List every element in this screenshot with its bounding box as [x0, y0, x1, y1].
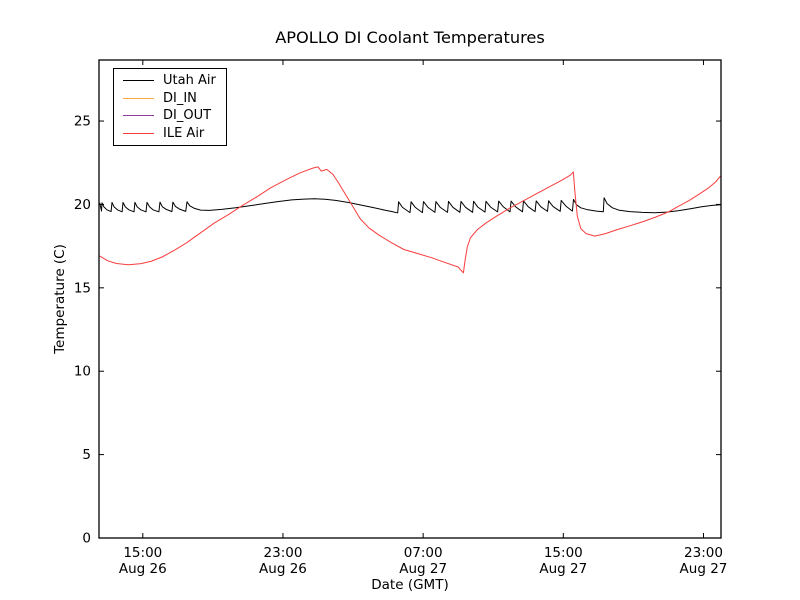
plot-series	[99, 166, 721, 274]
x-tick-label-date: Aug 27	[399, 561, 447, 577]
legend-label-di-out: DI_OUT	[163, 108, 212, 124]
series-line-utah-air	[99, 197, 721, 214]
legend-swatch-ile-air	[123, 132, 154, 134]
x-tick-label-date: Aug 27	[539, 561, 587, 577]
y-tick-label: 0	[82, 531, 91, 547]
x-tick-label-time: 23:00	[684, 545, 723, 561]
x-tick-label-date: Aug 26	[119, 561, 167, 577]
y-tick-label: 10	[74, 364, 91, 380]
legend-label-ile-air: ILE Air	[163, 125, 205, 141]
legend-item-ile-air: ILE Air	[123, 125, 216, 143]
x-tick-label-time: 23:00	[264, 545, 303, 561]
y-tick-label: 20	[74, 197, 91, 213]
x-axis-label: Date (GMT)	[371, 577, 448, 593]
x-tick-label-time: 15:00	[123, 545, 162, 561]
y-axis-label: Temperature (C)	[52, 244, 68, 355]
chart-title: APOLLO DI Coolant Temperatures	[275, 28, 545, 47]
legend-item-di-in: DI_IN	[123, 90, 216, 108]
legend-item-di-out: DI_OUT	[123, 107, 216, 125]
legend-label-di-in: DI_IN	[163, 90, 197, 106]
x-tick-label-time: 07:00	[404, 545, 443, 561]
y-tick-label: 15	[74, 280, 91, 296]
y-tick-label: 5	[82, 447, 91, 463]
series-line-ile-air	[99, 166, 721, 274]
legend-label-utah-air: Utah Air	[163, 73, 216, 89]
legend-item-utah-air: Utah Air	[123, 72, 216, 90]
plot-frame	[98, 59, 722, 539]
legend-box: Utah Air DI_IN DI_OUT ILE Air	[113, 68, 227, 146]
x-tick-label-date: Aug 27	[680, 561, 728, 577]
legend-swatch-di-in	[123, 97, 154, 99]
x-tick-label-time: 15:00	[544, 545, 583, 561]
legend-swatch-utah-air	[123, 80, 154, 82]
x-tick-label-date: Aug 26	[259, 561, 307, 577]
legend-swatch-di-out	[123, 115, 154, 117]
y-tick-label: 25	[74, 114, 91, 130]
